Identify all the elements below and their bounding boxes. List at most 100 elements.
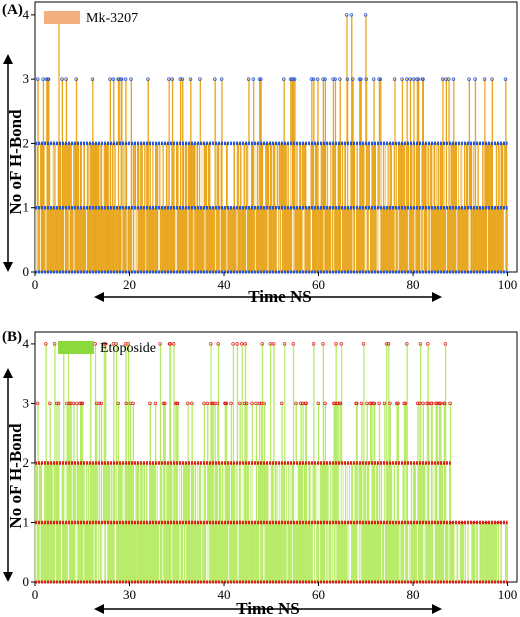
marker-point: [148, 401, 152, 406]
marker-point: [202, 401, 206, 406]
marker-point: [437, 401, 442, 406]
marker-point: [188, 77, 193, 81]
xtick-label: 100: [498, 277, 518, 292]
marker-point: [259, 77, 263, 81]
ytick-label: 3: [23, 395, 30, 410]
marker-point: [124, 401, 129, 406]
marker-point: [271, 342, 276, 346]
marker-point: [224, 401, 229, 406]
marker-point: [363, 13, 368, 17]
marker-point: [377, 77, 381, 81]
marker-point: [111, 77, 116, 81]
marker-point: [425, 401, 429, 406]
marker-point: [311, 342, 316, 346]
xtick-label: 30: [123, 587, 136, 602]
marker-point: [415, 77, 419, 81]
panel-a-ylabel: No oF H-Bond: [6, 109, 25, 215]
marker-point: [344, 13, 349, 17]
marker-point: [78, 401, 83, 406]
marker-point: [60, 77, 64, 81]
ytick-label: 2: [23, 135, 30, 150]
marker-point: [321, 342, 325, 346]
marker-point: [338, 401, 343, 406]
marker-point: [418, 342, 423, 346]
xtick-label: 0: [32, 587, 39, 602]
marker-point: [146, 77, 150, 81]
marker-point: [334, 342, 338, 346]
marker-point: [371, 77, 376, 81]
marker-point: [231, 342, 235, 346]
marker-point: [291, 77, 295, 81]
xtick-label: 20: [123, 277, 136, 292]
marker-point: [490, 77, 494, 81]
marker-point: [361, 342, 366, 346]
marker-point: [54, 401, 59, 406]
panel-a-xlabel: Time NS: [248, 287, 311, 306]
marker-point: [408, 77, 412, 81]
marker-point: [333, 77, 337, 81]
marker-point: [213, 77, 217, 81]
marker-point: [503, 77, 508, 81]
panel-a-plot: [34, 1, 518, 274]
marker-point: [316, 401, 321, 406]
panel-b-plot: [34, 331, 518, 584]
marker-point: [448, 401, 452, 406]
marker-point: [178, 77, 183, 81]
marker-point: [180, 77, 185, 81]
panel-a-legend-swatch: [44, 11, 80, 24]
marker-point: [350, 77, 355, 81]
marker-point: [158, 342, 162, 346]
marker-point: [75, 401, 79, 406]
panel-b-letter: (B): [2, 329, 22, 345]
marker-point: [198, 77, 202, 81]
marker-point: [116, 401, 120, 406]
ytick-label: 4: [23, 7, 30, 22]
marker-point: [377, 401, 381, 406]
marker-point: [44, 342, 48, 346]
marker-point: [244, 401, 249, 406]
marker-point: [359, 77, 363, 81]
marker-point: [229, 401, 233, 406]
ytick-label: 2: [23, 455, 30, 470]
marker-point: [46, 77, 51, 81]
marker-point: [102, 342, 106, 346]
marker-point: [167, 77, 171, 81]
marker-point: [382, 401, 387, 406]
ytick-label: 1: [23, 514, 30, 529]
marker-point: [345, 77, 350, 81]
marker-point: [254, 401, 258, 406]
marker-point: [311, 77, 316, 81]
marker-point: [268, 342, 273, 346]
marker-point: [216, 342, 220, 346]
marker-point: [323, 77, 327, 81]
marker-point: [205, 401, 210, 406]
marker-point: [251, 77, 256, 81]
marker-point: [240, 342, 244, 346]
marker-point: [416, 77, 421, 81]
panel-a-legend-label: Mk-3207: [86, 11, 138, 26]
marker-point: [315, 77, 320, 81]
marker-point: [292, 77, 297, 81]
marker-point: [349, 13, 354, 17]
marker-point: [175, 401, 180, 406]
marker-point: [161, 401, 166, 406]
panel-b-legend-label: Etoposide: [100, 341, 156, 356]
marker-point: [257, 77, 262, 81]
marker-point: [438, 401, 443, 406]
ytick-label: 1: [23, 200, 30, 215]
ytick-label: 0: [23, 264, 30, 279]
marker-point: [280, 401, 284, 406]
marker-point: [123, 77, 128, 81]
panel-a-letter: (A): [2, 2, 23, 18]
marker-point: [304, 401, 308, 406]
marker-point: [41, 77, 45, 81]
marker-point: [434, 401, 438, 406]
marker-point: [235, 342, 239, 346]
marker-point: [411, 77, 416, 81]
xtick-label: 80: [407, 587, 420, 602]
marker-point: [173, 401, 178, 406]
